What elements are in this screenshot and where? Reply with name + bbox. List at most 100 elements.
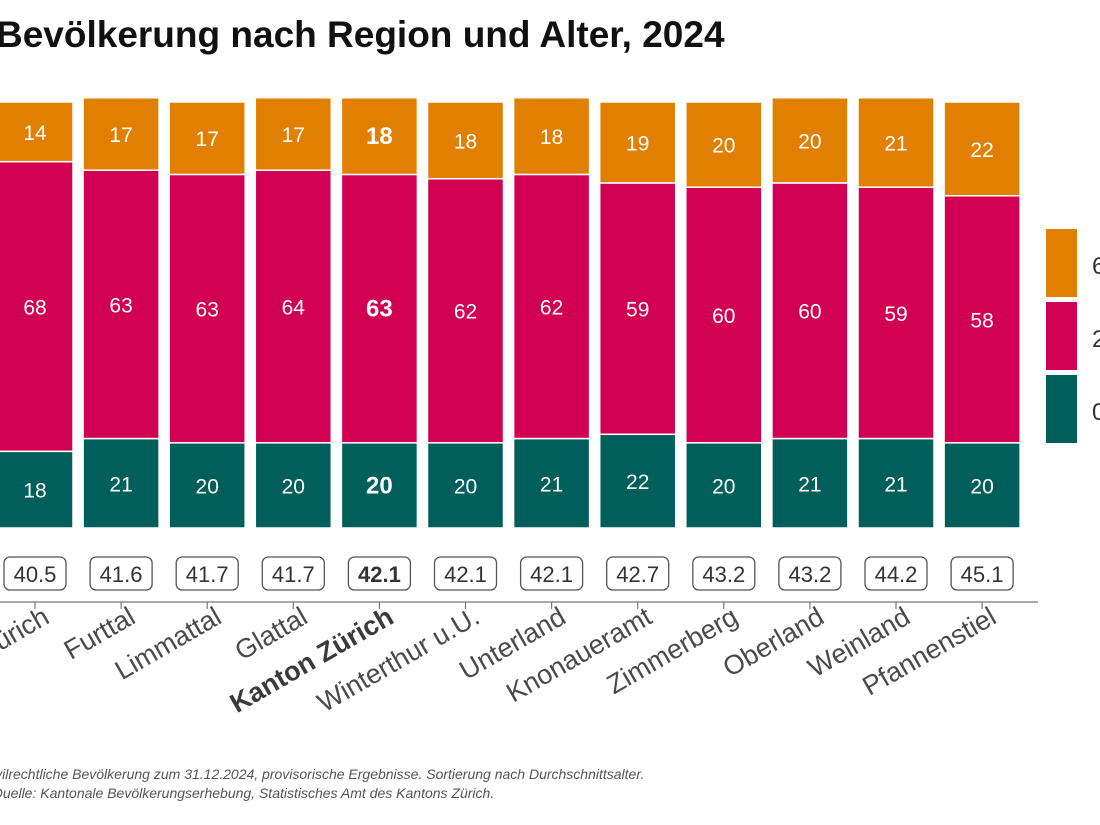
average-age-label: 43.2 [788, 562, 831, 587]
bar-segment [340, 96, 419, 176]
data-label: 58 [970, 309, 993, 332]
data-label: 17 [196, 128, 219, 151]
average-age-box [175, 556, 239, 591]
bar-segment [426, 101, 505, 180]
bar-segment [512, 173, 591, 440]
legend-swatch [1046, 229, 1077, 297]
bar-segment [340, 442, 419, 529]
bar-segment [254, 96, 333, 171]
average-age-label: 41.7 [186, 562, 229, 587]
legend-label: 6 [1092, 253, 1100, 280]
average-age-box [89, 556, 153, 591]
data-label: 20 [712, 135, 735, 158]
data-label: 17 [282, 124, 305, 147]
data-label: 22 [626, 471, 649, 494]
average-age-box [347, 556, 412, 591]
average-age-label: 41.7 [272, 562, 315, 587]
data-label: 59 [626, 299, 649, 322]
data-label: 63 [366, 296, 393, 323]
data-label: 60 [712, 305, 735, 328]
legend-label: 2 [1092, 326, 1100, 353]
average-age-box [692, 556, 756, 591]
bar-segment [512, 437, 591, 529]
bar-segment [340, 173, 419, 444]
bar-segment [943, 101, 1021, 197]
average-age-label: 42.1 [358, 562, 401, 587]
bar-segment [685, 101, 763, 188]
legend-label: 0 [1092, 399, 1100, 426]
legend-swatch [1046, 302, 1077, 370]
average-age-label: 40.5 [14, 562, 57, 587]
average-age-label: 42.1 [444, 562, 487, 587]
data-label: 17 [109, 124, 132, 147]
footnote-source: Quelle: Kantonale Bevölkerungserhebung, … [0, 785, 495, 801]
average-age-box [778, 556, 842, 591]
data-label: 20 [282, 475, 305, 498]
average-age-label: 42.1 [530, 562, 573, 587]
bar-segment [168, 101, 246, 176]
data-label: 21 [540, 473, 563, 496]
footnote-note: ivilrechtliche Bevölkerung zum 31.12.202… [0, 766, 645, 782]
average-age-label: 43.2 [702, 562, 745, 587]
average-age-label: 41.6 [100, 562, 143, 587]
data-label: 21 [798, 473, 821, 496]
data-label: 18 [540, 126, 563, 149]
bar-segment [512, 96, 591, 176]
data-label: 19 [626, 132, 649, 155]
category-label: , Zürich [0, 601, 54, 672]
bar-segment [254, 442, 333, 529]
data-label: 68 [23, 296, 46, 319]
bar-segment [857, 96, 935, 188]
average-age-box [864, 556, 928, 591]
bar-segment [943, 442, 1021, 529]
data-label: 22 [970, 139, 993, 162]
legend-swatch [1046, 375, 1077, 443]
bar-segment [771, 182, 849, 440]
average-age-box [519, 556, 584, 591]
bar-segment [771, 96, 849, 184]
bar-segment [426, 177, 505, 444]
data-label: 14 [23, 122, 47, 145]
data-label: 62 [454, 301, 477, 324]
bar-segment [168, 442, 246, 529]
bar-segment [771, 437, 849, 529]
average-age-label: 42.7 [616, 562, 659, 587]
bar-segment [0, 160, 74, 453]
bar-segment [857, 186, 935, 440]
chart-title: Bevölkerung nach Region und Alter, 2024 [0, 14, 725, 55]
data-label: 18 [23, 480, 46, 503]
average-age-label: 45.1 [961, 562, 1004, 587]
bar-segment [598, 433, 677, 529]
average-age-box [3, 556, 67, 591]
data-label: 59 [884, 303, 907, 326]
bar-segment [685, 186, 763, 444]
bar-segment [685, 442, 763, 529]
average-age-label: 44.2 [875, 562, 918, 587]
average-age-box [433, 556, 498, 591]
bar-segment [0, 101, 74, 163]
average-age-box [261, 556, 325, 591]
data-label: 21 [884, 473, 907, 496]
data-label: 21 [884, 132, 907, 155]
data-label: 64 [282, 296, 306, 319]
average-age-box [606, 556, 670, 591]
average-age-box [950, 556, 1014, 591]
data-label: 62 [540, 296, 563, 319]
data-label: 18 [366, 123, 393, 150]
bar-segment [598, 101, 677, 184]
bar-segment [168, 173, 246, 444]
data-label: 20 [970, 475, 993, 498]
data-label: 20 [196, 475, 219, 498]
data-label: 21 [109, 473, 132, 496]
data-label: 20 [712, 475, 735, 498]
data-label: 60 [798, 301, 821, 324]
bar-segment [0, 450, 74, 529]
data-label: 20 [366, 472, 393, 499]
bar-segment [857, 437, 935, 529]
data-label: 18 [454, 130, 477, 153]
data-label: 63 [196, 299, 219, 322]
data-label: 63 [109, 294, 132, 317]
data-label: 20 [454, 475, 477, 498]
bar-segment [82, 169, 160, 440]
